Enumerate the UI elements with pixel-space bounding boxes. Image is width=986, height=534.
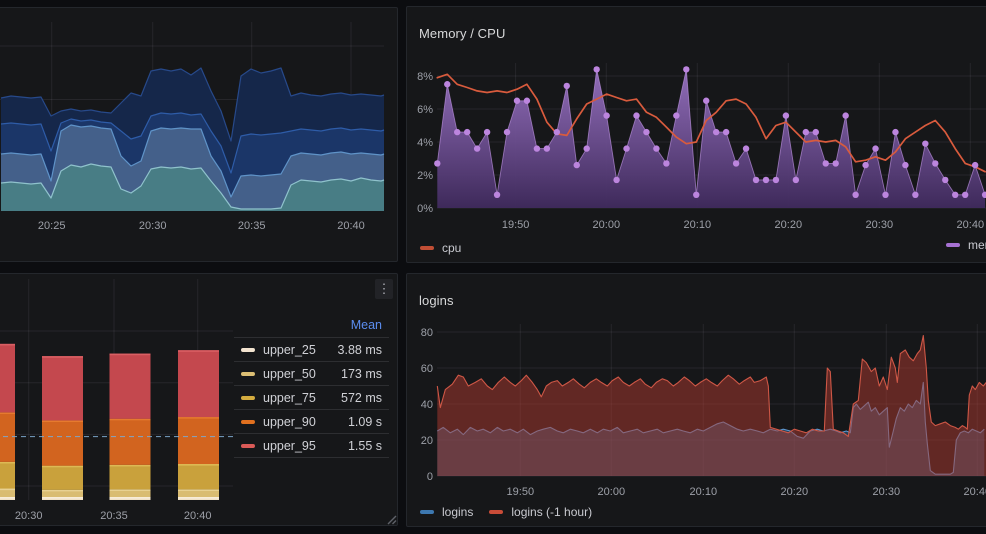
- svg-text:19:50: 19:50: [502, 219, 530, 231]
- legend-mean-value: 572 ms: [341, 390, 382, 405]
- legend-label: upper_95: [263, 438, 316, 453]
- svg-text:19:50: 19:50: [507, 486, 535, 498]
- upper-50-swatch: [241, 371, 255, 376]
- panel-logins: logins 0 20 40 60 80 19:50 20:00 20:10 20:20 20:3…: [406, 273, 986, 527]
- legend-row-upper-90[interactable]: upper_90 1.09 s: [234, 409, 389, 433]
- legend-row-upper-50[interactable]: upper_50 173 ms: [234, 361, 389, 385]
- panel-resize-handle: [387, 515, 397, 525]
- svg-text:20:40: 20:40: [184, 510, 212, 522]
- upper-25-swatch: [241, 347, 255, 352]
- svg-text:20:10: 20:10: [684, 219, 712, 231]
- panel-memory-cpu: Memory / CPU 0% 2% 4% 6% 8% 19:50 20:00 20:10 20…: [406, 6, 986, 263]
- svg-text:20:35: 20:35: [100, 510, 128, 522]
- legend-mean-value: 3.88 ms: [337, 342, 382, 357]
- svg-text:20:00: 20:00: [598, 486, 626, 498]
- svg-text:80: 80: [421, 327, 433, 339]
- memory-cpu-chart[interactable]: 0% 2% 4% 6% 8% 19:50 20:00 20:10 20:20 20:30 20:40: [407, 7, 986, 263]
- legend-label: upper_50: [263, 366, 316, 381]
- legend-column-mean[interactable]: Mean: [350, 318, 382, 332]
- legend-label: upper_90: [263, 414, 316, 429]
- svg-text:20:40: 20:40: [957, 219, 985, 231]
- svg-text:20:35: 20:35: [238, 220, 266, 232]
- legend-row-upper-25[interactable]: upper_25 3.88 ms: [234, 337, 389, 361]
- latency-bars-chart[interactable]: 20:30 20:35 20:40: [0, 274, 398, 526]
- upper-90-swatch: [241, 419, 255, 424]
- legend-item-logins-1h[interactable]: logins (-1 hour): [489, 505, 592, 519]
- legend-label: upper_75: [263, 390, 316, 405]
- panel-latency-percentiles: ⋮ 20:30 20:35 20:40 Mean upper_25 3.88 ms …: [0, 273, 398, 526]
- legend-label: upper_25: [263, 342, 316, 357]
- upper-75-swatch: [241, 395, 255, 400]
- memory-series-swatch: [946, 243, 960, 247]
- svg-text:20:30: 20:30: [873, 486, 901, 498]
- svg-text:20:30: 20:30: [866, 219, 894, 231]
- memory-cpu-legend: cpu memory: [420, 238, 986, 258]
- svg-text:20:20: 20:20: [781, 486, 809, 498]
- legend-label-logins-1h: logins (-1 hour): [511, 505, 593, 519]
- svg-text:20:10: 20:10: [690, 486, 718, 498]
- legend-label-logins: logins: [442, 505, 474, 519]
- panel-title-logins[interactable]: logins: [419, 292, 454, 308]
- svg-text:8%: 8%: [417, 71, 433, 83]
- legend-label-memory: memory: [968, 238, 986, 252]
- svg-text:0: 0: [427, 471, 433, 483]
- svg-text:20:00: 20:00: [593, 219, 621, 231]
- legend-label-cpu: cpu: [442, 241, 462, 255]
- svg-text:2%: 2%: [417, 170, 433, 182]
- upper-95-swatch: [241, 443, 255, 448]
- logins-series-swatch: [420, 510, 434, 514]
- svg-text:20: 20: [421, 435, 433, 447]
- svg-text:20:20: 20:20: [775, 219, 803, 231]
- legend-mean-value: 173 ms: [341, 366, 382, 381]
- logins-legend: logins logins (-1 hour): [420, 502, 986, 522]
- svg-text:20:40: 20:40: [337, 220, 365, 232]
- svg-text:4%: 4%: [417, 137, 433, 149]
- svg-text:20:25: 20:25: [38, 220, 66, 232]
- svg-text:20:40: 20:40: [964, 486, 986, 498]
- latency-legend-table: Mean upper_25 3.88 ms upper_50 173 ms up…: [234, 313, 389, 458]
- logins-1h-series-swatch: [489, 510, 504, 514]
- legend-row-upper-75[interactable]: upper_75 572 ms: [234, 385, 389, 409]
- stacked-area-chart[interactable]: 20:25 20:30 20:35 20:40: [0, 8, 398, 262]
- legend-item-memory[interactable]: memory: [946, 238, 986, 252]
- svg-text:6%: 6%: [417, 104, 433, 116]
- svg-text:60: 60: [421, 363, 433, 375]
- panel-title-memory-cpu[interactable]: Memory / CPU: [419, 25, 506, 41]
- panel-stacked-area: 20:25 20:30 20:35 20:40: [0, 7, 398, 262]
- panel-menu-button[interactable]: ⋮: [375, 279, 393, 299]
- logins-chart[interactable]: 0 20 40 60 80 19:50 20:00 20:10 20:20 20:30 20:40: [407, 274, 986, 527]
- legend-mean-value: 1.09 s: [347, 414, 382, 429]
- svg-text:40: 40: [421, 399, 433, 411]
- legend-item-logins[interactable]: logins: [420, 505, 473, 519]
- legend-row-upper-95[interactable]: upper_95 1.55 s: [234, 433, 389, 457]
- svg-text:20:30: 20:30: [15, 510, 43, 522]
- cpu-series-swatch: [420, 246, 434, 250]
- svg-text:0%: 0%: [417, 203, 433, 215]
- legend-item-cpu[interactable]: cpu: [420, 241, 461, 255]
- svg-text:20:30: 20:30: [139, 220, 167, 232]
- legend-mean-value: 1.55 s: [347, 438, 382, 453]
